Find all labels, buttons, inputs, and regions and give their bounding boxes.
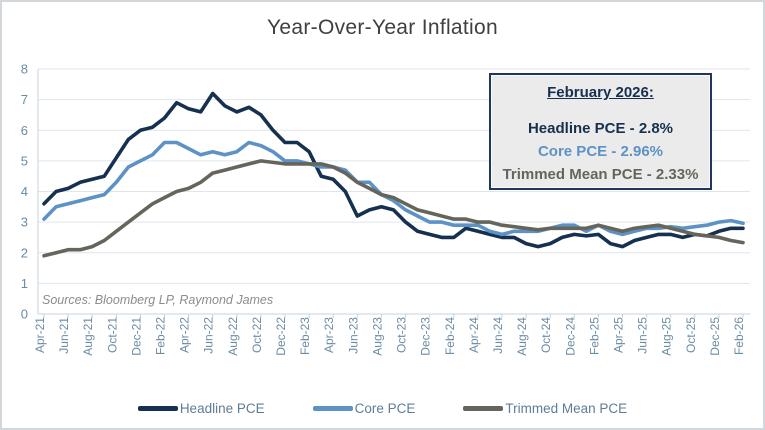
x-tick-label: Jun-24	[491, 317, 505, 354]
series-line-1	[42, 140, 745, 237]
legend-line-swatch	[463, 406, 504, 411]
x-tick-label: Aug-24	[515, 317, 529, 356]
y-tick-label: 8	[21, 62, 28, 77]
legend-label: Core PCE	[354, 401, 416, 416]
annotation-headline-pce-value: Headline PCE - 2.8%	[527, 120, 674, 137]
series-line-0	[42, 91, 745, 249]
legend-item: Core PCE	[312, 401, 416, 416]
x-tick-label: Feb-26	[732, 317, 746, 355]
x-tick-label: Apr-23	[322, 317, 336, 353]
x-tick-label: Apr-25	[612, 317, 626, 353]
x-tick-label: Jun-22	[202, 317, 216, 354]
legend-line-swatch	[312, 406, 353, 411]
legend-item: Headline PCE	[137, 401, 265, 416]
x-tick-label: Jun-21	[57, 317, 71, 354]
x-tick-label: Oct-24	[539, 317, 553, 353]
x-tick-label: Dec-25	[708, 317, 722, 356]
x-tick-label: Dec-23	[419, 317, 433, 356]
annotation-header: February 2026:	[547, 84, 654, 101]
annotation-box: February 2026: Headline PCE - 2.8% Core …	[489, 73, 712, 190]
x-tick-label: Dec-22	[274, 317, 288, 356]
x-tick-label: Oct-23	[395, 317, 409, 353]
x-tick-label: Aug-21	[81, 317, 95, 356]
x-tick-label: Feb-24	[443, 317, 457, 355]
x-tick-label: Oct-22	[250, 317, 264, 353]
legend-label: Trimmed Mean PCE	[505, 401, 628, 416]
x-tick-label: Aug-25	[660, 317, 674, 356]
legend-item: Trimmed Mean PCE	[463, 401, 627, 416]
x-tick-label: Feb-23	[298, 317, 312, 355]
series-line-2	[42, 159, 745, 258]
legend-line-swatch	[137, 406, 178, 411]
y-tick-label: 4	[21, 184, 28, 199]
legend-label: Headline PCE	[179, 401, 265, 416]
x-tick-label: Apr-24	[467, 317, 481, 353]
chart-title: Year-Over-Year Inflation	[267, 16, 498, 39]
x-tick-label: Apr-22	[178, 317, 192, 353]
y-tick-label: 0	[21, 307, 28, 322]
y-tick-label: 2	[21, 245, 28, 260]
annotation-core-pce-value: Core PCE - 2.96%	[537, 143, 664, 160]
y-tick-label: 7	[21, 92, 28, 107]
x-tick-label: Oct-21	[105, 317, 119, 353]
y-tick-label: 1	[21, 276, 28, 291]
x-tick-label: Aug-22	[226, 317, 240, 356]
y-tick-label: 3	[21, 215, 28, 230]
x-tick-label: Aug-23	[370, 317, 384, 356]
y-tick-label: 5	[21, 153, 28, 168]
x-tick-label: Feb-22	[154, 317, 168, 355]
x-tick-label: Jun-25	[636, 317, 650, 354]
x-tick-label: Dec-21	[129, 317, 143, 356]
annotation-trimmed-mean-pce-value: Trimmed Mean PCE - 2.33%	[502, 166, 699, 183]
y-tick-label: 6	[21, 123, 28, 138]
chart-legend: Headline PCE Core PCE Trimmed Mean PCE	[2, 401, 763, 416]
x-tick-label: Jun-23	[346, 317, 360, 354]
x-tick-label: Dec-24	[563, 317, 577, 356]
x-tick-label: Apr-21	[33, 317, 47, 353]
x-tick-label: Oct-25	[684, 317, 698, 353]
x-tick-label: Feb-25	[587, 317, 601, 355]
source-note: Sources: Bloomberg LP, Raymond James	[42, 293, 274, 307]
